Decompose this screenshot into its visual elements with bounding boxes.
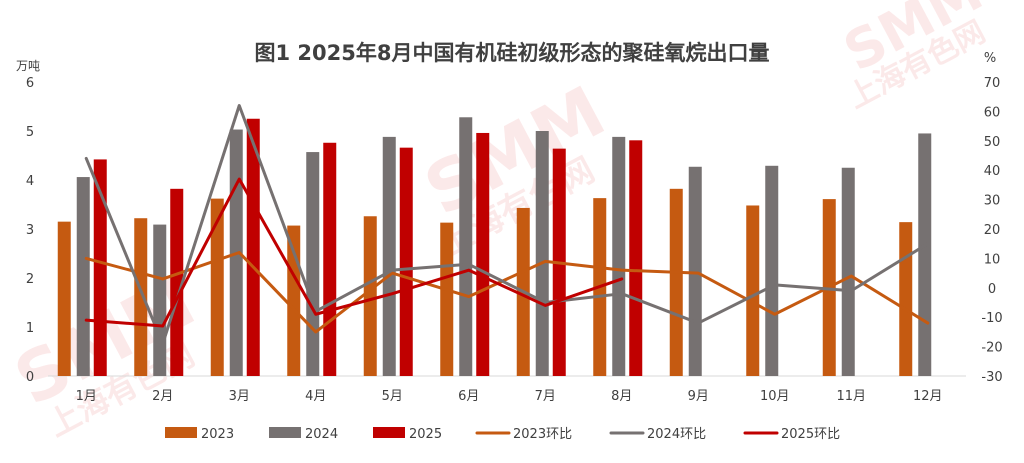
bar-2024 [918, 133, 932, 376]
y-right-tick-label: 70 [984, 76, 1001, 91]
legend-swatch-2023 [165, 427, 197, 438]
bar-2024 [382, 136, 396, 376]
bar-2024 [459, 117, 473, 376]
legend-label-2025: 2025 [409, 427, 442, 442]
bar-2024 [841, 167, 855, 376]
y-right-tick-label: -10 [981, 311, 1002, 326]
y-left-tick-label: 0 [26, 370, 34, 385]
x-tick-label: 10月 [760, 389, 790, 404]
y-left-tick-label: 2 [26, 272, 34, 287]
bar-2024 [612, 136, 626, 376]
line-2025环比 [84, 177, 624, 328]
y-right-tick-label: -30 [981, 370, 1002, 385]
bar-2024 [535, 131, 549, 376]
bar-2023 [899, 222, 913, 376]
bar-2025 [399, 147, 413, 376]
bar-2024 [765, 165, 779, 376]
x-tick-label: 12月 [913, 389, 943, 404]
bar-2023 [440, 222, 454, 376]
y-right-unit: % [984, 51, 996, 66]
legend-swatch-2024 [269, 427, 301, 438]
bar-2025 [323, 142, 337, 376]
y-left-tick-label: 4 [26, 174, 34, 189]
x-tick-label: 1月 [76, 389, 97, 404]
x-tick-label: 2月 [152, 389, 173, 404]
line-2024环比 [84, 104, 930, 346]
bar-2024 [306, 152, 320, 376]
y-right-tick-label: 40 [984, 164, 1001, 179]
x-tick-label: 3月 [229, 389, 250, 404]
y-right-tick-label: 60 [984, 105, 1001, 120]
bar-2023 [134, 218, 148, 376]
x-tick-label: 6月 [458, 389, 479, 404]
bar-2023 [746, 205, 760, 376]
chart-title: 图1 2025年8月中国有机硅初级形态的聚硅氧烷出口量 [255, 41, 770, 65]
y-left-tick-label: 1 [26, 321, 34, 336]
x-tick-label: 4月 [305, 389, 326, 404]
bar-2023 [210, 198, 224, 376]
y-right-tick-label: -20 [981, 341, 1002, 356]
y-right-tick-label: 20 [984, 223, 1001, 238]
y-right-tick-label: 30 [984, 194, 1001, 209]
legend-label-2024: 2024 [305, 427, 338, 442]
legend-label-2024环比: 2024环比 [647, 427, 706, 442]
y-left-unit: 万吨 [16, 59, 40, 73]
y-right-tick-label: 50 [984, 135, 1001, 150]
y-left-tick-label: 5 [26, 125, 34, 140]
x-tick-label: 7月 [535, 389, 556, 404]
bar-2024 [76, 177, 90, 376]
legend-label-2023环比: 2023环比 [513, 427, 572, 442]
bar-2023 [57, 221, 71, 376]
x-tick-label: 9月 [688, 389, 709, 404]
y-right-tick-label: 10 [984, 252, 1001, 267]
bar-2025 [476, 132, 490, 376]
legend-label-2023: 2023 [201, 427, 234, 442]
x-tick-label: 5月 [382, 389, 403, 404]
bar-2023 [669, 188, 683, 376]
legend-label-2025环比: 2025环比 [781, 427, 840, 442]
bar-2024 [153, 224, 167, 376]
bar-2025 [170, 188, 184, 376]
y-left-tick-label: 6 [26, 76, 34, 91]
x-tick-label: 8月 [611, 389, 632, 404]
y-right-tick-label: 0 [988, 282, 996, 297]
bar-2023 [363, 216, 377, 376]
bar-2025 [246, 118, 260, 376]
x-tick-label: 11月 [836, 389, 866, 404]
legend-swatch-2025 [373, 427, 405, 438]
line-2023环比 [84, 251, 930, 334]
bar-2025 [629, 140, 643, 376]
y-left-tick-label: 3 [26, 223, 34, 238]
